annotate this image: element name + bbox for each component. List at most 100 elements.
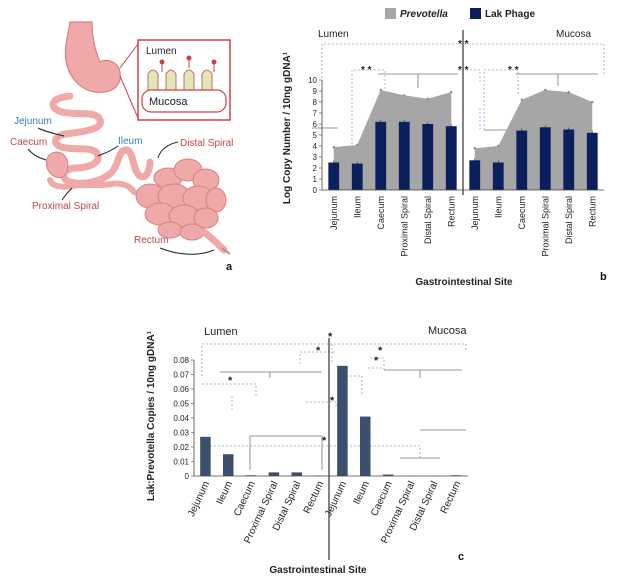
panel-b-x-tick-label: Rectum [587,196,597,227]
panel-b-sig-star: * * [361,65,372,76]
inset-mucosa-label: Mucosa [149,96,188,108]
label-proximal-spiral: Proximal Spiral [32,201,99,212]
label-distal-spiral: Distal Spiral [180,138,233,149]
panel-b-x-tick-label: Caecum [517,196,527,230]
panel-c-y-tick-label: 0.04 [173,414,189,423]
panel-b-y-tick-label: 4 [313,142,318,151]
panel-c-x-tick-label: Ileum [352,480,372,507]
legend-label-prevotella: Prevotella [400,9,448,20]
lak-phage-bar [445,126,457,190]
prevotella-point [520,98,523,102]
panel-a-anatomy: Lumen Mucosa Jejunum Caecum Ileum Distal… [10,21,233,273]
panel-b-y-tick-label: 0 [313,186,318,195]
prevotella-point [567,90,570,94]
panel-c-y-axis-label-text: Lak:Prevotella Copies / 10ng gDNA¹ [146,330,157,501]
lak-phage-bar [328,162,340,190]
panel-b-y-axis-label: Log Copy Number / 10ng gDNA¹ [282,51,293,204]
panel-c-sig-star: * [330,395,335,407]
prevotella-point [497,144,500,148]
panel-c-y-tick-label: 0.02 [173,443,189,452]
prevotella-point [426,97,429,100]
panel-c-x-tick-label: Rectum [302,480,327,516]
panel-b-y-tick-label: 10 [308,76,317,85]
panel-b-y-tick-label: 8 [313,98,318,107]
prevotella-point [403,94,406,97]
prevotella-point [591,100,594,104]
panel-c-x-tick-label: Ileum [215,480,235,507]
panel-c-y-tick-label: 0.03 [173,429,189,438]
rectum-shape [200,228,228,254]
panel-c-group-lumen: Lumen [204,326,238,338]
panel-b-x-tick-label: Rectum [446,196,456,227]
prevotella-point [379,88,382,92]
panel-b-x-tick-label: Caecum [376,196,386,230]
lak-phage-bar [563,129,575,190]
panel-c-x-tick-label: Jejunum [186,480,212,519]
lak-phage-bar [422,124,434,190]
panel-b-x-tick-label: Ileum [493,196,503,218]
panel-c-group-mucosa: Mucosa [428,325,467,337]
lak-phage-bar [375,121,387,190]
panel-c-y-tick-label: 0.07 [173,371,189,380]
panel-b-x-tick-label: Jejunum [470,196,480,230]
phage-marks [159,55,217,72]
panel-b-chart: Prevotella Lak Phage Lumen Mucosa * * * … [282,8,607,288]
panel-c-x-tick-label: Jejunum [323,480,349,519]
panel-b-sig-star: * * [508,65,519,76]
panel-b-x-tick-label: Ileum [352,196,362,218]
prevotella-point [450,90,453,94]
panel-c-x-tick-label: Caecum [369,480,395,518]
ratio-bar [268,472,280,476]
panel-b-x-tick-label: Distal Spiral [564,196,574,244]
panel-b-significance-brackets [312,43,605,148]
legend-swatch-lak-phage [470,8,481,19]
ratio-bar [291,472,303,476]
lak-phage-bar [492,162,504,190]
panel-b-x-tick-label: Proximal Spiral [540,196,550,257]
panel-b-y-tick-label: 1 [313,175,318,184]
ratio-bar [382,474,394,476]
panel-b-x-tick-label: Distal Spiral [423,196,433,244]
panel-b-group-mucosa: Mucosa [556,29,591,40]
prevotella-point [473,147,476,150]
panel-c-x-tick-label: Rectum [439,480,464,516]
panel-b-y-tick-label: 5 [313,131,318,140]
panel-c-y-tick-label: 0 [185,472,190,481]
stomach-shape [64,21,121,93]
lak-phage-bar [469,160,481,190]
lak-phage-bar [539,127,551,190]
panel-b-legend: Prevotella Lak Phage [385,8,535,20]
panel-c-sig-star: * [374,355,379,367]
ratio-bar [337,365,348,476]
prevotella-area-lumen [333,89,452,190]
panel-b-y-tick-label: 6 [313,120,318,129]
legend-label-lak-phage: Lak Phage [485,9,535,20]
lak-phage-bar [516,130,528,190]
panel-c-y-tick-label: 0.06 [173,385,189,394]
panel-b-significance-stars: * * * * * * * * [361,39,519,76]
label-caecum: Caecum [10,137,47,148]
ratio-bar [222,454,234,476]
panel-b-y-tick-label: 2 [313,164,318,173]
spiral-colon-shape [135,158,227,241]
panel-b-x-tick-label: Proximal Spiral [399,196,409,257]
prevotella-point [544,88,547,92]
panel-c-sig-star: * [378,345,383,357]
panel-b-x-axis-label: Gastrointestinal Site [415,277,513,288]
panel-c-chart: Lumen Mucosa * * * * [146,325,468,576]
legend-swatch-prevotella [385,8,396,19]
caecum-shape [45,151,69,178]
proximal-spiral-shape [47,177,137,195]
panel-c-significance-brackets [201,343,467,470]
prevotella-point [356,143,359,147]
panel-c-significance-stars: * * * * * * * [228,331,383,447]
panel-b-group-lumen: Lumen [318,29,349,40]
panel-c-plot: 0 0.01 0.02 0.03 0.04 0.05 0.06 0.07 0.08 Jejunum… [173,338,468,560]
panel-label-a: a [226,261,233,273]
panel-c-y-tick-label: 0.01 [173,458,189,467]
panel-c-y-axis-label: Lak:Prevotella Copies / 10ng gDNA¹ [146,330,157,501]
panel-b-plot: 0 1 2 3 4 5 6 7 8 9 10 Jejunum Ileum Caecum Proximal S… [308,30,604,257]
panel-b-y-tick-label: 3 [313,153,318,162]
inset-lumen-label: Lumen [146,46,177,57]
